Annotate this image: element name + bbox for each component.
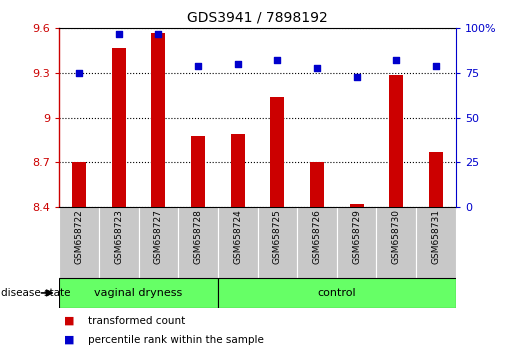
Bar <box>59 278 218 308</box>
Text: GSM658724: GSM658724 <box>233 209 242 264</box>
Bar <box>59 207 99 278</box>
Text: control: control <box>317 288 356 298</box>
Bar <box>416 207 456 278</box>
Text: GSM658725: GSM658725 <box>273 209 282 264</box>
Bar <box>429 152 443 207</box>
Text: vaginal dryness: vaginal dryness <box>94 288 183 298</box>
Bar <box>218 278 456 308</box>
Point <box>432 63 440 69</box>
Text: GSM658722: GSM658722 <box>75 209 83 264</box>
Text: GSM658726: GSM658726 <box>313 209 321 264</box>
Text: ■: ■ <box>64 316 75 326</box>
Text: disease state: disease state <box>1 288 71 298</box>
Bar <box>151 33 165 207</box>
Bar <box>178 207 218 278</box>
Bar <box>72 162 86 207</box>
Bar <box>270 97 284 207</box>
Text: transformed count: transformed count <box>88 316 185 326</box>
Text: GSM658731: GSM658731 <box>432 209 440 264</box>
Bar <box>99 207 139 278</box>
Bar <box>376 207 416 278</box>
Bar <box>337 207 376 278</box>
Bar <box>218 207 258 278</box>
Text: percentile rank within the sample: percentile rank within the sample <box>88 335 264 345</box>
Text: ■: ■ <box>64 335 75 345</box>
Point <box>233 61 242 67</box>
Point <box>352 74 360 79</box>
Bar <box>297 207 337 278</box>
Bar <box>139 207 178 278</box>
Bar <box>231 134 245 207</box>
Point <box>194 63 202 69</box>
Text: GSM658729: GSM658729 <box>352 209 361 264</box>
Bar <box>258 207 297 278</box>
Point <box>392 58 401 63</box>
Bar <box>350 204 364 207</box>
Bar <box>191 136 205 207</box>
Bar <box>389 74 403 207</box>
Text: GSM658730: GSM658730 <box>392 209 401 264</box>
Text: GSM658727: GSM658727 <box>154 209 163 264</box>
Title: GDS3941 / 7898192: GDS3941 / 7898192 <box>187 10 328 24</box>
Point <box>154 31 162 36</box>
Bar <box>112 48 126 207</box>
Text: GSM658728: GSM658728 <box>194 209 202 264</box>
Point <box>313 65 321 70</box>
Bar <box>310 162 324 207</box>
Point <box>114 31 123 36</box>
Point <box>273 58 281 63</box>
Point <box>75 70 83 76</box>
Text: GSM658723: GSM658723 <box>114 209 123 264</box>
